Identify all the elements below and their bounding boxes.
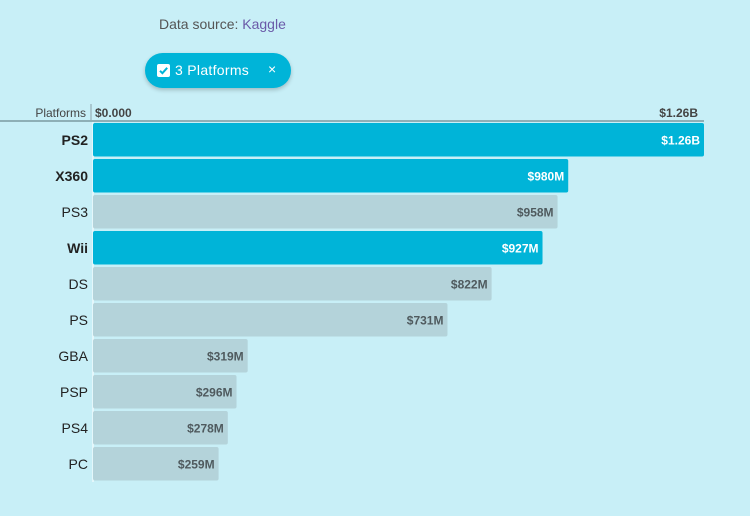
category-label-gba[interactable]: GBA — [58, 348, 88, 364]
bar-value-label: $731M — [407, 313, 444, 327]
data-source-line: Data source: Kaggle — [159, 16, 286, 32]
axis-title: Platforms — [35, 106, 86, 120]
bar-value-label: $278M — [187, 421, 224, 435]
bar-pc[interactable] — [93, 447, 219, 481]
bar-psp[interactable] — [93, 375, 237, 409]
category-label-psp[interactable]: PSP — [60, 384, 88, 400]
bar-value-label: $822M — [451, 277, 488, 291]
filter-chip-label: 3 Platforms — [175, 62, 250, 78]
category-label-x360[interactable]: X360 — [55, 168, 88, 184]
bar-x360[interactable] — [93, 159, 569, 193]
close-icon[interactable]: × — [268, 61, 277, 77]
platform-filter-chip[interactable]: 3 Platforms × — [145, 53, 291, 88]
category-label-ps3[interactable]: PS3 — [62, 204, 89, 220]
axis-max-label: $1.26B — [659, 106, 698, 120]
category-label-wii[interactable]: Wii — [67, 240, 88, 256]
bar-ps4[interactable] — [93, 411, 228, 445]
data-source-prefix: Data source: — [159, 16, 243, 32]
bar-wii[interactable] — [93, 231, 543, 265]
axis-min-label: $0.000 — [95, 106, 132, 120]
bar-value-label: $319M — [207, 349, 244, 363]
bar-ps[interactable] — [93, 303, 448, 337]
bar-value-label: $958M — [517, 205, 554, 219]
checkbox-checked-icon — [157, 64, 170, 77]
category-label-ps4[interactable]: PS4 — [62, 420, 89, 436]
bar-gba[interactable] — [93, 339, 248, 373]
category-label-ds[interactable]: DS — [69, 276, 88, 292]
bar-value-label: $927M — [502, 241, 539, 255]
category-label-ps2[interactable]: PS2 — [62, 132, 89, 148]
bar-ps2[interactable] — [93, 123, 704, 157]
data-source-link[interactable]: Kaggle — [242, 16, 286, 32]
bar-ds[interactable] — [93, 267, 492, 301]
bar-value-label: $296M — [196, 385, 233, 399]
bar-value-label: $1.26B — [661, 133, 700, 147]
bar-value-label: $259M — [178, 457, 215, 471]
category-label-pc[interactable]: PC — [69, 456, 88, 472]
bar-ps3[interactable] — [93, 195, 558, 229]
category-label-ps[interactable]: PS — [69, 312, 88, 328]
bar-value-label: $980M — [528, 169, 565, 183]
